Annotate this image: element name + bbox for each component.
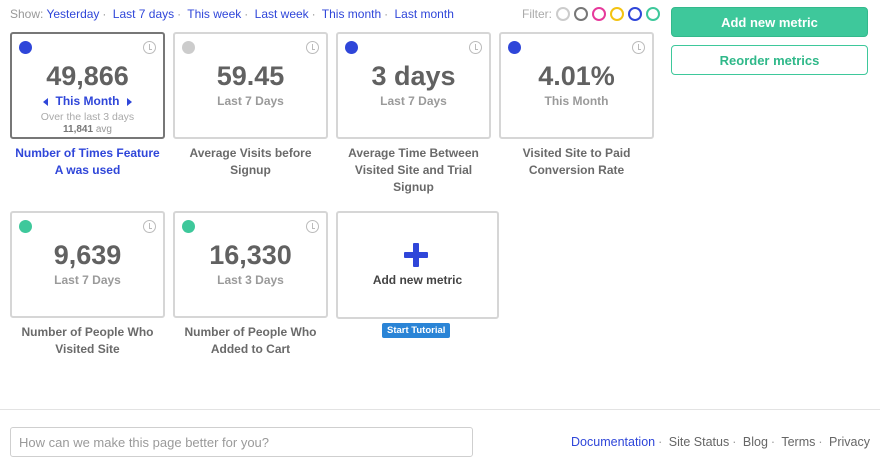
metric-caption[interactable]: Number of People Who Added to Cart bbox=[184, 325, 317, 356]
clock-icon[interactable] bbox=[469, 41, 482, 54]
previous-period-arrow-icon[interactable] bbox=[42, 97, 48, 106]
metric-value: 3 days bbox=[371, 61, 456, 91]
metric-caption[interactable]: Average Visits before Signup bbox=[189, 146, 312, 177]
filter-dot-green[interactable] bbox=[646, 7, 660, 21]
plus-icon bbox=[404, 243, 428, 267]
documentation-link[interactable]: Documentation bbox=[571, 435, 656, 449]
metric-color-dot bbox=[345, 41, 358, 54]
footer-links: Documentation · Site Status · Blog · Terms ·… bbox=[571, 435, 870, 449]
metric-caption[interactable]: Average Time Between Visited Site and Tr… bbox=[348, 146, 479, 194]
metric-value: 59.45 bbox=[216, 61, 285, 91]
metric-color-dot bbox=[182, 41, 195, 54]
metric-card[interactable]: 49,866 This Month Over the last 3 days 1… bbox=[10, 32, 165, 139]
clock-icon[interactable] bbox=[306, 220, 319, 233]
reorder-metrics-button[interactable]: Reorder metrics bbox=[671, 45, 868, 75]
show-this-month-link[interactable]: This month bbox=[321, 7, 382, 21]
metric-comparison-label: Over the last 3 days bbox=[40, 111, 135, 123]
metric-color-dot bbox=[19, 220, 32, 233]
metric-period: Last 7 Days bbox=[380, 94, 447, 108]
metric-period: Last 3 Days bbox=[217, 273, 284, 287]
filter-label: Filter: bbox=[522, 7, 552, 21]
clock-icon[interactable] bbox=[143, 41, 156, 54]
feedback-input[interactable] bbox=[10, 427, 473, 457]
color-filter: Filter: bbox=[522, 7, 660, 21]
filter-dot-blue[interactable] bbox=[628, 7, 642, 21]
metric-color-dot bbox=[182, 220, 195, 233]
metric-card[interactable]: 59.45 Last 7 Days bbox=[173, 32, 328, 139]
metric-period: Last 7 Days bbox=[217, 94, 284, 108]
metric-period: This Month bbox=[55, 94, 120, 108]
metric-color-dot bbox=[19, 41, 32, 54]
clock-icon[interactable] bbox=[143, 220, 156, 233]
add-metric-card[interactable]: Add new metric bbox=[336, 211, 499, 319]
metric-card[interactable]: 16,330 Last 3 Days bbox=[173, 211, 328, 318]
site-status-link[interactable]: Site Status bbox=[668, 435, 730, 449]
metric-caption[interactable]: Number of Times Feature A was used bbox=[15, 146, 160, 177]
metric-card[interactable]: 3 days Last 7 Days bbox=[336, 32, 491, 139]
clock-icon[interactable] bbox=[632, 41, 645, 54]
metric-color-dot bbox=[508, 41, 521, 54]
filter-dot-pink[interactable] bbox=[592, 7, 606, 21]
metric-value: 16,330 bbox=[209, 240, 292, 270]
metric-period: Last 7 Days bbox=[54, 273, 121, 287]
metric-value: 9,639 bbox=[53, 240, 122, 270]
next-period-arrow-icon[interactable] bbox=[127, 97, 133, 106]
footer-divider bbox=[0, 409, 880, 410]
metric-card[interactable]: 9,639 Last 7 Days bbox=[10, 211, 165, 318]
show-this-week-link[interactable]: This week bbox=[187, 7, 242, 21]
metric-caption[interactable]: Visited Site to Paid Conversion Rate bbox=[522, 146, 631, 177]
clock-icon[interactable] bbox=[306, 41, 319, 54]
filter-dot-dark[interactable] bbox=[574, 7, 588, 21]
add-metric-card-label: Add new metric bbox=[372, 273, 463, 287]
metric-value: 4.01% bbox=[538, 61, 615, 91]
show-last-week-link[interactable]: Last week bbox=[254, 7, 309, 21]
show-yesterday-link[interactable]: Yesterday bbox=[46, 7, 100, 21]
add-new-metric-button[interactable]: Add new metric bbox=[671, 7, 868, 37]
start-tutorial-button[interactable]: Start Tutorial bbox=[382, 323, 451, 338]
filter-dot-gray[interactable] bbox=[556, 7, 570, 21]
terms-link[interactable]: Terms bbox=[781, 435, 816, 449]
metric-card[interactable]: 4.01% This Month bbox=[499, 32, 654, 139]
date-range-bar: Show: Yesterday · Last 7 days · This week ·… bbox=[10, 7, 454, 21]
show-label: Show: bbox=[10, 7, 44, 21]
metric-period-switcher: This Month bbox=[12, 94, 163, 108]
show-last-month-link[interactable]: Last month bbox=[394, 7, 454, 21]
metric-average: 11,841 avg bbox=[63, 124, 112, 135]
filter-dot-yellow[interactable] bbox=[610, 7, 624, 21]
metric-caption[interactable]: Number of People Who Visited Site bbox=[21, 325, 154, 356]
privacy-link[interactable]: Privacy bbox=[829, 435, 870, 449]
metric-period: This Month bbox=[544, 94, 609, 108]
blog-link[interactable]: Blog bbox=[742, 435, 768, 449]
metric-value: 49,866 bbox=[46, 61, 129, 91]
show-last-7-days-link[interactable]: Last 7 days bbox=[112, 7, 175, 21]
